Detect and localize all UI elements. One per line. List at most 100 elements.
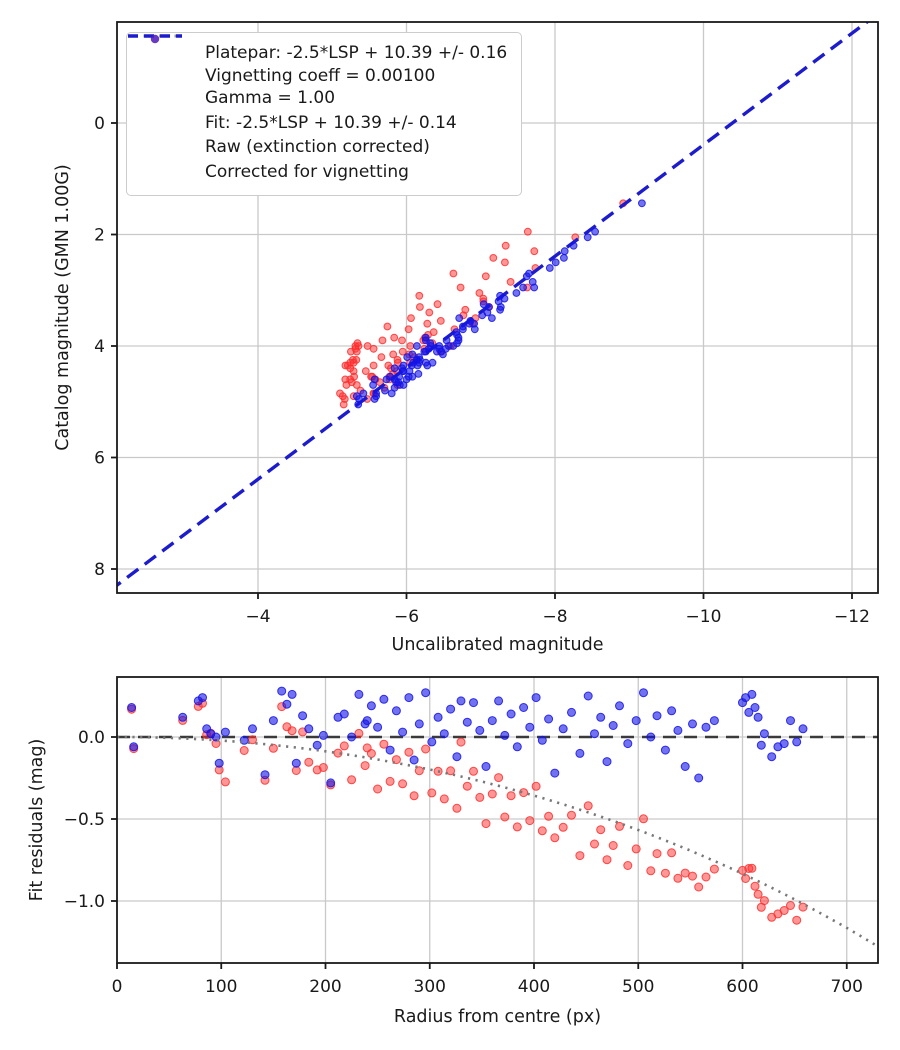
corrected-residual-point — [646, 732, 656, 742]
raw-residual-point — [567, 810, 576, 820]
raw-residual-point — [439, 794, 449, 804]
corrected-residual-point — [260, 770, 270, 780]
raw-residual-point — [639, 814, 648, 824]
raw-point — [407, 314, 415, 323]
raw-residual-point — [304, 757, 314, 767]
raw-residual-point — [469, 766, 478, 776]
raw-residual-point — [398, 779, 408, 789]
x-tick-label: −6 — [394, 607, 419, 627]
raw-residual-point — [287, 726, 297, 736]
raw-residual-point — [779, 906, 789, 915]
corrected-point — [404, 372, 413, 381]
raw-point — [390, 333, 399, 342]
corrected-point — [465, 319, 474, 328]
raw-residual-point — [220, 777, 230, 787]
corrected-scatter-bottom — [127, 686, 808, 788]
top-ticks — [111, 122, 853, 599]
corrected-residual-point — [680, 762, 690, 771]
corrected-residual-point — [214, 758, 224, 768]
legend-label-fit: Fit: -2.5*LSP + 10.39 +/- 0.14 — [205, 112, 457, 133]
legend-label-platepar: Platepar: -2.5*LSP + 10.39 +/- 0.16 Vign… — [205, 43, 508, 109]
raw-residual-point — [673, 873, 683, 883]
corrected-residual-point — [248, 724, 257, 734]
raw-residual-point — [347, 775, 357, 785]
corrected-residual-point — [623, 739, 633, 749]
corrected-residual-point — [373, 722, 383, 732]
raw-residual-point — [500, 812, 510, 822]
raw-residual-point — [652, 849, 662, 859]
raw-residual-point — [512, 822, 522, 832]
raw-residual-point — [709, 864, 719, 874]
corrected-point — [488, 314, 496, 323]
raw-point — [481, 272, 490, 281]
raw-point — [383, 322, 392, 331]
corrected-point — [435, 342, 444, 350]
raw-residual-point — [475, 792, 485, 802]
raw-residual-point — [646, 866, 656, 876]
corrected-residual-point — [427, 737, 437, 747]
raw-point — [501, 241, 510, 250]
corrected-residual-point — [602, 757, 612, 767]
raw-residual-point — [456, 737, 466, 747]
corrected-residual-point — [673, 725, 683, 735]
corrected-point — [359, 389, 368, 398]
legend-label-corrected: Corrected for vignetting — [205, 162, 409, 183]
corrected-residual-point — [558, 724, 568, 734]
corrected-residual-point — [537, 735, 547, 745]
raw-residual-point — [537, 826, 547, 836]
top-yaxis-title: Catalog magnitude (GMN 1.00G) — [53, 164, 73, 451]
corrected-residual-point — [544, 714, 554, 724]
x-tick-label: 700 — [831, 977, 863, 997]
corrected-residual-point — [694, 773, 704, 783]
corrected-residual-point — [414, 719, 424, 729]
y-tick-label: 6 — [94, 449, 105, 469]
raw-residual-point — [385, 776, 395, 786]
corrected-residual-point — [596, 712, 606, 722]
raw-residual-point — [631, 844, 641, 854]
corrected-point — [528, 278, 537, 286]
legend-entry-fit: Fit: -2.5*LSP + 10.39 +/- 0.14 — [128, 34, 507, 135]
raw-residual-point — [333, 748, 343, 758]
raw-residual-point — [667, 848, 677, 858]
raw-point — [461, 305, 470, 314]
corrected-point — [421, 333, 430, 342]
corrected-point — [455, 314, 464, 323]
raw-point — [506, 278, 515, 286]
corrected-residual-point — [487, 716, 497, 726]
raw-point — [349, 358, 358, 367]
raw-point — [404, 325, 413, 334]
corrected-residual-point — [590, 729, 599, 739]
raw-residual-point — [615, 821, 624, 831]
corrected-residual-point — [667, 706, 677, 716]
corrected-point — [387, 389, 396, 398]
corrected-point — [415, 358, 424, 367]
corrected-residual-point — [792, 737, 802, 747]
y-tick-label: −0.5 — [64, 810, 105, 830]
raw-residual-point — [404, 747, 414, 757]
corrected-point — [413, 342, 421, 350]
corrected-point — [638, 199, 646, 208]
x-tick-label: 200 — [309, 977, 341, 997]
corrected-point — [496, 291, 505, 300]
corrected-residual-point — [220, 727, 230, 737]
raw-residual-point — [558, 822, 568, 832]
corrected-residual-point — [550, 768, 560, 778]
raw-residual-point — [741, 874, 751, 883]
corrected-scatter-top — [352, 199, 646, 409]
corrected-residual-point — [506, 709, 516, 719]
corrected-residual-point — [198, 693, 207, 703]
raw-residual-point — [550, 833, 560, 843]
raw-residual-point — [379, 739, 389, 749]
corrected-residual-point — [786, 716, 795, 726]
corrected-point — [399, 361, 408, 370]
corrected-residual-point — [615, 701, 624, 711]
raw-residual-point — [421, 744, 431, 754]
corrected-residual-point — [660, 745, 670, 755]
x-tick-label: −10 — [686, 607, 722, 627]
corrected-point — [372, 392, 381, 401]
corrected-residual-point — [652, 711, 662, 721]
corrected-residual-point — [287, 689, 297, 699]
raw-residual-point — [590, 839, 599, 849]
bottom-plot-spines — [116, 676, 879, 964]
corrected-residual-point — [391, 706, 401, 716]
